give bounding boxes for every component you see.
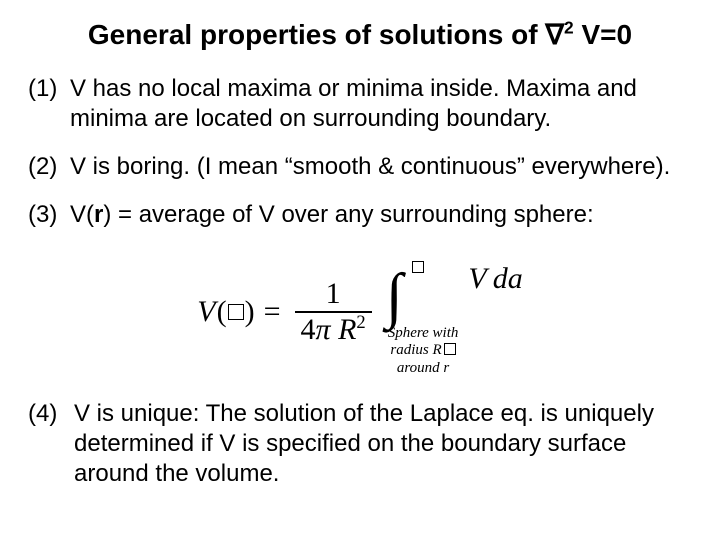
item3-pre: V( bbox=[70, 201, 94, 228]
list-item-1: (1) V has no local maxima or minima insi… bbox=[28, 74, 692, 134]
eq-integral-col: ∫ Sphere with radius R around r bbox=[386, 248, 459, 377]
list-item-3: (3) V(r) = average of V over any surroun… bbox=[28, 200, 692, 230]
equation: V ( ) = 1 4π R2 ∫ Sphere with r bbox=[197, 248, 522, 377]
eq-da: da bbox=[487, 262, 523, 296]
eq-lparen: ( bbox=[216, 295, 228, 329]
eq-integrand: V da bbox=[458, 248, 522, 296]
title-suffix: V=0 bbox=[574, 19, 632, 50]
eq-frac-num: 1 bbox=[320, 279, 347, 311]
nabla: ∇ bbox=[545, 19, 564, 50]
item-body-1: V has no local maxima or minima inside. … bbox=[70, 74, 692, 134]
item-body-3: V(r) = average of V over any surrounding… bbox=[70, 200, 692, 230]
item-body-2: V is boring. (I mean “smooth & continuou… bbox=[70, 152, 692, 182]
eq-rparen: ) bbox=[244, 295, 256, 329]
item3-vector-r: r bbox=[94, 201, 103, 228]
eq-four: 4 bbox=[301, 313, 316, 346]
eq-V: V bbox=[197, 295, 215, 329]
placeholder-box-icon bbox=[228, 304, 244, 320]
title-superscript: 2 bbox=[564, 18, 574, 38]
item-number-1: (1) bbox=[28, 74, 70, 134]
slide-title: General properties of solutions of ∇2 V=… bbox=[28, 18, 692, 52]
eq-R-power: 2 bbox=[356, 312, 365, 333]
eq-frac-den: 4π R2 bbox=[295, 313, 372, 345]
eq-integral-sub: Sphere with radius R around r bbox=[388, 325, 459, 377]
item-number-3: (3) bbox=[28, 200, 70, 230]
eq-R: R bbox=[338, 313, 356, 346]
eq-pi: π bbox=[316, 313, 331, 346]
title-prefix: General properties of solutions of bbox=[88, 19, 545, 50]
item-number-2: (2) bbox=[28, 152, 70, 182]
slide-root: General properties of solutions of ∇2 V=… bbox=[0, 0, 720, 540]
placeholder-box-icon bbox=[412, 261, 424, 273]
list-item-2: (2) V is boring. (I mean “smooth & conti… bbox=[28, 152, 692, 182]
eq-integral-upper bbox=[412, 248, 424, 278]
item3-post: ) = average of V over any surrounding sp… bbox=[103, 201, 593, 228]
eq-lhs: V ( ) bbox=[197, 295, 255, 329]
integral-icon: ∫ bbox=[386, 272, 403, 322]
item-body-4: V is unique: The solution of the Laplace… bbox=[74, 399, 692, 489]
placeholder-box-icon bbox=[444, 343, 456, 355]
eq-fraction: 1 4π R2 bbox=[295, 279, 372, 345]
list-item-4: (4) V is unique: The solution of the Lap… bbox=[28, 399, 692, 489]
equation-block: V ( ) = 1 4π R2 ∫ Sphere with r bbox=[28, 248, 692, 377]
item-number-4: (4) bbox=[28, 399, 74, 489]
eq-equals: = bbox=[264, 295, 281, 329]
sub-line3: around r bbox=[397, 360, 449, 376]
eq-integral-block: ∫ Sphere with radius R around r V da bbox=[386, 248, 523, 377]
eq-V2: V bbox=[468, 262, 486, 296]
sub-line2: radius R bbox=[390, 342, 441, 358]
